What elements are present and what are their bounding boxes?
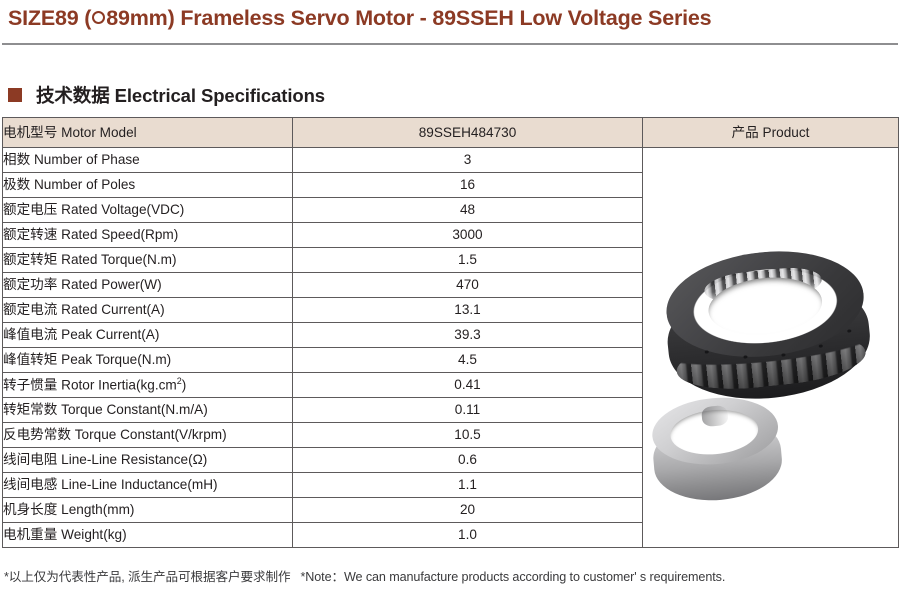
spec-value: 13.1 bbox=[292, 297, 643, 323]
table-row: 额定转矩 Rated Torque(N.m) 1.5 bbox=[2, 247, 899, 273]
table-row: 额定功率 Rated Power(W) 470 bbox=[2, 272, 899, 298]
section-heading: 技术数据 Electrical Specifications bbox=[8, 82, 325, 108]
table-row: 相数 Number of Phase 3 bbox=[2, 147, 899, 548]
spec-value: 48 bbox=[292, 197, 643, 223]
rotor-ring bbox=[649, 392, 786, 512]
product-image-cell bbox=[642, 147, 899, 548]
spec-label: 线间电阻 Line-Line Resistance(Ω) bbox=[2, 447, 293, 473]
section-heading-label: 技术数据 Electrical Specifications bbox=[36, 85, 325, 106]
spec-label: 电机重量 Weight(kg) bbox=[2, 522, 293, 548]
footnote-en: *Note：We can manufacture products accord… bbox=[300, 570, 726, 584]
title-divider bbox=[2, 43, 898, 45]
table-row: 峰值电流 Peak Current(A) 39.3 bbox=[2, 322, 899, 348]
header-product: 产品 Product bbox=[642, 117, 899, 148]
electrical-specifications-table: 电机型号 Motor Model 89SSEH484730 产品 Product… bbox=[2, 117, 899, 548]
table-row: 峰值转矩 Peak Torque(N.m) 4.5 bbox=[2, 347, 899, 373]
spec-value: 0.11 bbox=[292, 397, 643, 423]
table-row: 线间电阻 Line-Line Resistance(Ω) 0.6 bbox=[2, 447, 899, 473]
spec-label: 线间电感 Line-Line Inductance(mH) bbox=[2, 472, 293, 498]
spec-value: 4.5 bbox=[292, 347, 643, 373]
spec-label: 峰值转矩 Peak Torque(N.m) bbox=[2, 347, 293, 373]
spec-label: 额定电压 Rated Voltage(VDC) bbox=[2, 197, 293, 223]
table-row: 反电势常数 Torque Constant(V/krpm) 10.5 bbox=[2, 422, 899, 448]
spec-label: 额定电流 Rated Current(A) bbox=[2, 297, 293, 323]
table-row: 线间电感 Line-Line Inductance(mH) 1.1 bbox=[2, 472, 899, 498]
table-row: 额定电流 Rated Current(A) 13.1 bbox=[2, 297, 899, 323]
title-block: SIZE89 ( 89mm) Frameless Servo Motor - 89… bbox=[0, 0, 900, 46]
table-row: 电机重量 Weight(kg) 1.0 bbox=[2, 522, 899, 548]
product-photo bbox=[643, 148, 897, 583]
spec-label: 峰值电流 Peak Current(A) bbox=[2, 322, 293, 348]
spec-value: 20 bbox=[292, 497, 643, 523]
spec-label: 极数 Number of Poles bbox=[2, 172, 293, 198]
spec-value: 470 bbox=[292, 272, 643, 298]
spec-value: 0.6 bbox=[292, 447, 643, 473]
table-row: 额定电压 Rated Voltage(VDC) 48 bbox=[2, 197, 899, 223]
table-row: 极数 Number of Poles 16 bbox=[2, 172, 899, 198]
header-model-number: 89SSEH484730 bbox=[292, 117, 643, 148]
table-row: 机身长度 Length(mm) 20 bbox=[2, 497, 899, 523]
spec-label: 反电势常数 Torque Constant(V/krpm) bbox=[2, 422, 293, 448]
header-motor-model: 电机型号 Motor Model bbox=[2, 117, 293, 148]
spec-label: 机身长度 Length(mm) bbox=[2, 497, 293, 523]
spec-label: 额定转速 Rated Speed(Rpm) bbox=[2, 222, 293, 248]
spec-value: 3 bbox=[292, 147, 643, 173]
diameter-circle-icon bbox=[92, 11, 106, 24]
spec-value: 1.1 bbox=[292, 472, 643, 498]
spec-value: 39.3 bbox=[292, 322, 643, 348]
footnote-zh: *以上仅为代表性产品, 派生产品可根据客户要求制作 bbox=[4, 570, 291, 584]
footnote: *以上仅为代表性产品, 派生产品可根据客户要求制作 *Note：We can ma… bbox=[4, 566, 725, 585]
table-row: 转子惯量 Rotor Inertia(kg.cm2) 0.41 bbox=[2, 372, 899, 398]
spec-label: 额定功率 Rated Power(W) bbox=[2, 272, 293, 298]
spec-label-text: 转子惯量 Rotor Inertia(kg.cm bbox=[3, 377, 177, 393]
spec-label: 转矩常数 Torque Constant(N.m/A) bbox=[2, 397, 293, 423]
square-bullet-icon bbox=[8, 88, 22, 102]
spec-value: 1.5 bbox=[292, 247, 643, 273]
spec-value: 1.0 bbox=[292, 522, 643, 548]
page-title: SIZE89 ( 89mm) Frameless Servo Motor - 89… bbox=[8, 6, 712, 31]
spec-value: 16 bbox=[292, 172, 643, 198]
spec-label-superscript: 2 bbox=[176, 376, 182, 387]
page-title-prefix: SIZE89 ( bbox=[8, 6, 92, 30]
spec-value: 0.41 bbox=[292, 372, 643, 398]
spec-value: 3000 bbox=[292, 222, 643, 248]
table-header-row: 电机型号 Motor Model 89SSEH484730 产品 Product bbox=[2, 117, 899, 148]
spec-value: 10.5 bbox=[292, 422, 643, 448]
spec-label-tail: ) bbox=[181, 377, 187, 393]
spec-label: 转子惯量 Rotor Inertia(kg.cm2) bbox=[2, 372, 293, 398]
table-row: 额定转速 Rated Speed(Rpm) 3000 bbox=[2, 222, 899, 248]
page-title-suffix: 89mm) Frameless Servo Motor - 89SSEH Low… bbox=[106, 6, 712, 30]
spec-label: 额定转矩 Rated Torque(N.m) bbox=[2, 247, 293, 273]
spec-label: 相数 Number of Phase bbox=[2, 147, 293, 173]
